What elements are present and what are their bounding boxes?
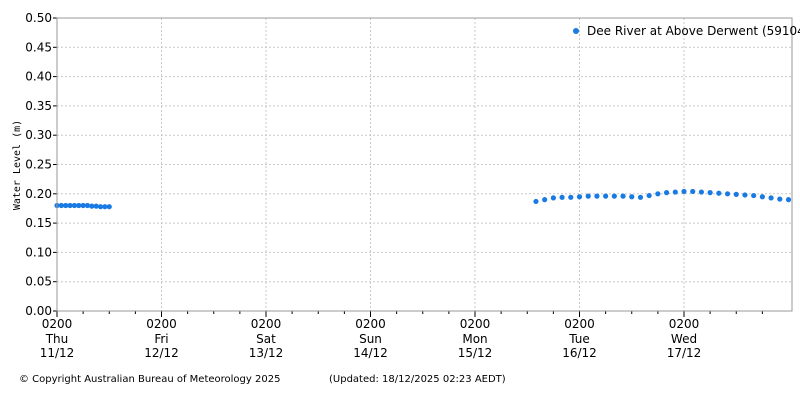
x-tick-time: 0200 [460,317,491,331]
data-point [71,202,78,209]
data-point [585,193,591,199]
data-point [724,191,731,197]
x-tick-time: 0200 [669,317,700,331]
data-point [80,202,86,209]
data-point [576,194,583,200]
x-tick-day: Sun [359,332,382,346]
updated-timestamp: (Updated: 18/12/2025 02:23 AEDT) [329,374,506,385]
x-tick-day: Wed [671,332,697,346]
copyright-text: © Copyright Australian Bureau of Meteoro… [19,374,281,385]
y-tick-label: 0.00 [25,304,52,318]
data-point [672,189,678,195]
data-point [594,193,600,199]
x-tick-day: Sat [256,332,276,346]
data-point [568,194,574,200]
legend-entry: Dee River at Above Derwent (591040) [587,24,800,38]
data-point [93,203,99,209]
x-tick-time: 0200 [146,317,177,331]
grid-lines [57,18,792,311]
data-point [89,203,95,209]
x-tick-date: 14/12 [353,346,388,360]
y-tick-label: 0.30 [25,128,52,142]
data-point [603,193,609,199]
data-point [759,194,765,200]
data-point [97,204,104,210]
x-tick-day: Tue [568,332,590,346]
legend: Dee River at Above Derwent (591040) [573,24,800,38]
x-tick-date: 16/12 [562,346,597,360]
x-tick-date: 12/12 [144,346,179,360]
data-point [663,190,670,196]
data-point [637,194,644,200]
data-point [777,196,783,202]
data-point [106,204,112,210]
x-tick-day: Fri [154,332,168,346]
data-point [559,194,565,200]
data-point [542,197,548,203]
x-tick-time: 0200 [564,317,595,331]
x-tick-date: 13/12 [249,346,284,360]
data-point [550,195,556,201]
data-point [733,191,739,197]
y-tick-label: 0.50 [25,11,52,25]
series-points [54,188,792,210]
data-point [768,195,774,201]
data-point [76,202,82,209]
x-tick-date: 15/12 [458,346,493,360]
data-point [533,198,539,205]
data-point [707,190,713,196]
x-tick-day: Mon [462,332,487,346]
data-point [655,191,661,197]
y-tick-label: 0.25 [25,158,52,172]
x-tick-day: Thu [45,332,69,346]
data-point [646,192,652,199]
y-tick-label: 0.20 [25,187,52,201]
data-point [611,193,617,199]
data-point [102,204,108,210]
y-tick-label: 0.05 [25,275,52,289]
x-tick-time: 0200 [42,317,73,331]
plot-frame [56,17,793,312]
data-point [67,202,73,209]
data-point [63,202,69,209]
y-tick-label: 0.40 [25,70,52,84]
data-point [620,193,626,199]
y-tick-label: 0.15 [25,216,52,230]
x-tick-time: 0200 [251,317,282,331]
y-tick-label: 0.45 [25,40,52,54]
water-level-chart: 0.00 0.05 0.10 0.15 0.20 0.25 0.30 0.35 0.40 0.45… [12,11,800,360]
data-point [681,188,687,195]
x-tick-date: 17/12 [667,346,702,360]
y-axis: 0.00 0.05 0.10 0.15 0.20 0.25 0.30 0.35 0.40 0.45… [25,11,57,318]
data-point [751,192,757,199]
legend-marker [573,28,579,34]
x-axis: 0200Thu11/120200Fri12/120200Sat13/120200… [40,311,763,360]
x-tick-time: 0200 [355,317,386,331]
x-tick-date: 11/12 [40,346,75,360]
data-point [785,197,792,203]
data-point [58,202,64,209]
y-tick-label: 0.35 [25,99,52,113]
data-point [690,188,696,195]
data-point [698,189,705,195]
y-tick-label: 0.10 [25,245,52,259]
data-point [716,190,722,196]
data-point [629,194,635,200]
data-point [84,202,91,209]
y-axis-label: Water Level (m) [12,120,23,210]
data-point [742,192,748,198]
